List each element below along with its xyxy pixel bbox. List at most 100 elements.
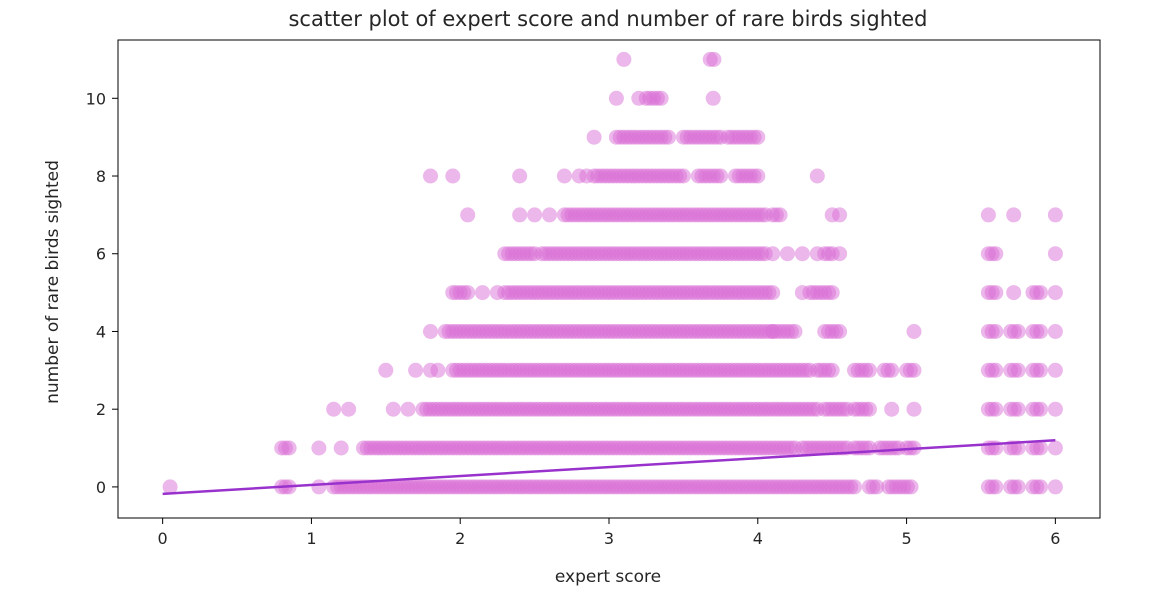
data-point xyxy=(1047,246,1063,262)
data-point xyxy=(988,285,1004,301)
data-point xyxy=(988,479,1004,495)
x-tick-label: 4 xyxy=(753,529,763,548)
y-tick-label: 2 xyxy=(96,400,106,419)
y-tick-label: 6 xyxy=(96,245,106,264)
data-point xyxy=(586,129,602,145)
data-point xyxy=(423,168,438,184)
data-point xyxy=(884,362,900,378)
data-point xyxy=(475,285,490,301)
x-tick-label: 0 xyxy=(158,529,168,548)
data-point xyxy=(1006,207,1022,223)
data-point xyxy=(988,246,1004,262)
data-point xyxy=(675,168,691,184)
x-tick-label: 2 xyxy=(455,529,465,548)
data-point xyxy=(1010,440,1026,456)
data-point xyxy=(906,401,922,417)
data-point xyxy=(903,479,919,495)
data-point xyxy=(281,440,297,456)
data-point xyxy=(832,207,848,223)
data-point xyxy=(809,168,825,184)
x-axis-label: expert score xyxy=(555,567,661,587)
data-point xyxy=(824,285,840,301)
data-point xyxy=(333,440,349,456)
data-point xyxy=(847,479,862,495)
data-point xyxy=(445,168,461,184)
data-point xyxy=(750,129,766,145)
data-point xyxy=(1047,362,1063,378)
data-point xyxy=(988,401,1004,417)
x-tick-label: 6 xyxy=(1050,529,1060,548)
y-axis-label: number of rare birds sighted xyxy=(43,160,63,404)
data-point xyxy=(512,207,528,223)
data-point xyxy=(1047,440,1063,456)
data-point xyxy=(713,168,729,184)
data-point xyxy=(824,362,840,378)
data-point xyxy=(1010,479,1026,495)
data-point xyxy=(906,362,922,378)
data-point xyxy=(1047,401,1063,417)
data-point xyxy=(162,479,178,495)
axes-layer: 0 1 2 3 4 5 6 0 2 4 6 8 10 xyxy=(86,39,1101,548)
data-point xyxy=(527,207,543,223)
data-point xyxy=(653,90,669,106)
data-point xyxy=(556,168,572,184)
data-point xyxy=(832,246,848,262)
data-point xyxy=(311,440,327,456)
regression-line xyxy=(162,439,1056,496)
data-point xyxy=(489,285,505,301)
data-point xyxy=(385,401,401,417)
data-point xyxy=(512,168,528,184)
data-point xyxy=(408,362,424,378)
data-point xyxy=(706,51,722,67)
data-point xyxy=(1010,401,1026,417)
points-layer xyxy=(162,51,1063,495)
data-point xyxy=(579,168,595,184)
x-tick-label: 3 xyxy=(604,529,614,548)
x-tick-label: 1 xyxy=(306,529,316,548)
data-point xyxy=(1033,324,1048,339)
data-point xyxy=(988,362,1004,378)
data-point xyxy=(884,401,900,417)
data-point xyxy=(765,246,781,262)
data-point xyxy=(1033,362,1048,378)
data-point xyxy=(1033,401,1048,417)
data-point xyxy=(616,51,632,67)
data-point xyxy=(1010,324,1026,339)
data-point xyxy=(1047,324,1063,339)
data-point xyxy=(423,324,438,339)
data-point xyxy=(400,401,416,417)
data-point xyxy=(780,246,795,262)
y-tick-label: 10 xyxy=(86,89,106,108)
data-point xyxy=(661,129,676,145)
data-point xyxy=(1047,207,1063,223)
data-point xyxy=(430,362,446,378)
data-point xyxy=(869,479,885,495)
chart-title: scatter plot of expert score and number … xyxy=(288,7,927,31)
data-point xyxy=(832,324,848,339)
data-point xyxy=(906,324,922,339)
data-point xyxy=(861,362,877,378)
data-point xyxy=(861,401,877,417)
y-tick-label: 0 xyxy=(96,478,106,497)
data-point xyxy=(460,285,476,301)
data-point xyxy=(809,246,825,262)
data-point xyxy=(608,90,624,106)
data-point xyxy=(1010,362,1026,378)
data-point xyxy=(326,401,342,417)
data-point xyxy=(1033,285,1048,301)
y-tick-label: 8 xyxy=(96,167,106,186)
data-point xyxy=(1006,285,1022,301)
data-point xyxy=(765,285,781,301)
data-point xyxy=(1047,479,1063,495)
fit-line-layer xyxy=(162,439,1056,496)
data-point xyxy=(542,207,557,223)
data-point xyxy=(750,168,766,184)
data-point xyxy=(772,207,788,223)
data-point xyxy=(1033,440,1048,456)
data-point xyxy=(631,90,647,106)
data-point xyxy=(705,90,721,106)
data-point xyxy=(787,324,803,339)
data-point xyxy=(311,479,327,495)
data-point xyxy=(1033,479,1048,495)
